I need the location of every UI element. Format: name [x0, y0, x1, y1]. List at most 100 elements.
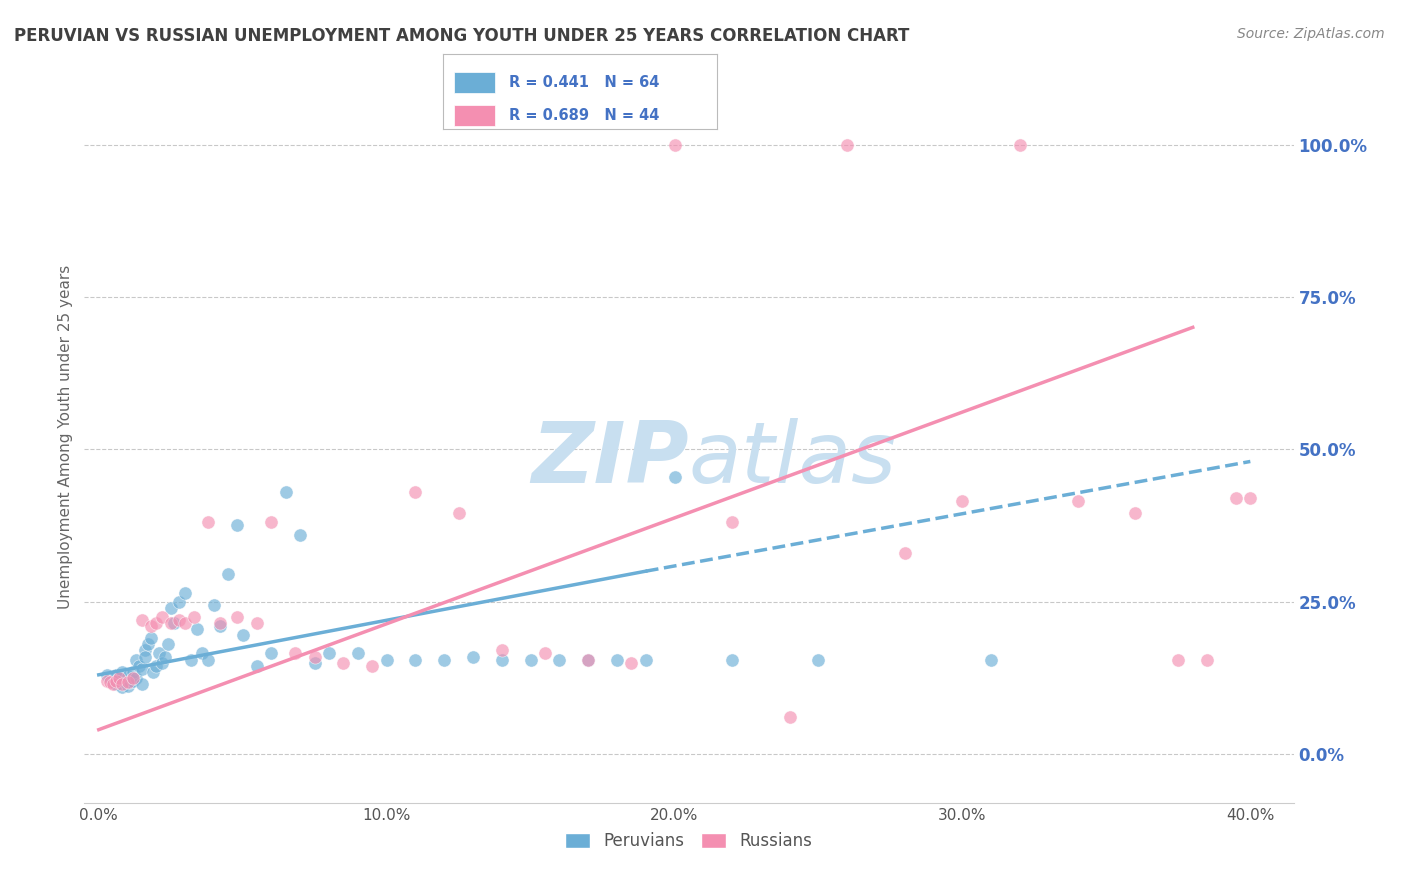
FancyBboxPatch shape	[454, 71, 495, 93]
Point	[114, 675, 136, 690]
Point	[98, 675, 121, 690]
Point	[807, 652, 830, 666]
Point	[260, 647, 283, 661]
Point	[142, 665, 165, 679]
Point	[136, 637, 159, 651]
Point	[1167, 652, 1189, 666]
Point	[232, 628, 254, 642]
Point	[217, 567, 239, 582]
Point	[246, 615, 269, 630]
Point	[404, 485, 426, 500]
Point	[153, 649, 176, 664]
Point	[122, 671, 145, 685]
Point	[117, 679, 139, 693]
Text: PERUVIAN VS RUSSIAN UNEMPLOYMENT AMONG YOUTH UNDER 25 YEARS CORRELATION CHART: PERUVIAN VS RUSSIAN UNEMPLOYMENT AMONG Y…	[14, 27, 910, 45]
Point	[105, 667, 128, 681]
Point	[290, 527, 312, 541]
Point	[150, 656, 173, 670]
Point	[1123, 506, 1146, 520]
Point	[197, 652, 219, 666]
Point	[186, 622, 208, 636]
Point	[117, 675, 139, 690]
Point	[101, 677, 124, 691]
Point	[120, 675, 142, 690]
Point	[208, 619, 231, 633]
Point	[1197, 652, 1219, 666]
Point	[169, 594, 191, 608]
Point	[162, 615, 184, 630]
Point	[180, 652, 202, 666]
Point	[105, 673, 128, 688]
Point	[1225, 491, 1247, 505]
Point	[122, 665, 145, 679]
Point	[1008, 137, 1031, 152]
Point	[111, 665, 134, 679]
Point	[208, 615, 231, 630]
Point	[779, 710, 801, 724]
Point	[519, 652, 541, 666]
Point	[191, 647, 214, 661]
Text: ZIP: ZIP	[531, 417, 689, 500]
Point	[128, 658, 150, 673]
Point	[156, 637, 179, 651]
Point	[197, 516, 219, 530]
Point	[139, 632, 162, 646]
Point	[246, 658, 269, 673]
Point	[1066, 494, 1088, 508]
Point	[226, 610, 249, 624]
Point	[534, 647, 557, 661]
Y-axis label: Unemployment Among Youth under 25 years: Unemployment Among Youth under 25 years	[58, 265, 73, 609]
Point	[134, 643, 156, 657]
Point	[96, 667, 118, 681]
Point	[101, 675, 124, 690]
Point	[606, 652, 628, 666]
Point	[332, 656, 354, 670]
Point	[150, 610, 173, 624]
Point	[404, 652, 426, 666]
Point	[721, 516, 744, 530]
Point	[159, 600, 181, 615]
Point	[131, 662, 153, 676]
Point	[202, 598, 225, 612]
Point	[347, 647, 370, 661]
Point	[980, 652, 1002, 666]
Point	[96, 673, 118, 688]
Point	[117, 669, 139, 683]
Point	[304, 649, 326, 664]
Point	[433, 652, 456, 666]
Point	[145, 615, 167, 630]
Point	[620, 656, 643, 670]
Point	[148, 647, 170, 661]
Point	[952, 494, 974, 508]
Point	[260, 516, 283, 530]
Point	[634, 652, 657, 666]
Point	[283, 647, 305, 661]
Point	[664, 137, 686, 152]
Point	[108, 671, 131, 685]
Point	[461, 649, 484, 664]
Point	[131, 613, 153, 627]
Legend: Peruvians, Russians: Peruvians, Russians	[558, 825, 820, 856]
Point	[174, 585, 197, 599]
Point	[125, 671, 148, 685]
Point	[174, 615, 197, 630]
Point	[111, 677, 134, 691]
FancyBboxPatch shape	[454, 105, 495, 127]
Point	[159, 615, 181, 630]
Point	[134, 649, 156, 664]
Point	[108, 671, 131, 685]
Text: R = 0.689   N = 44: R = 0.689 N = 44	[509, 108, 659, 123]
Point	[576, 652, 599, 666]
Point	[548, 652, 571, 666]
Point	[169, 613, 191, 627]
Text: atlas: atlas	[689, 417, 897, 500]
Point	[105, 677, 128, 691]
Point	[1239, 491, 1261, 505]
Text: R = 0.441   N = 64: R = 0.441 N = 64	[509, 75, 659, 90]
Point	[576, 652, 599, 666]
Text: Source: ZipAtlas.com: Source: ZipAtlas.com	[1237, 27, 1385, 41]
Point	[274, 485, 297, 500]
Point	[101, 673, 124, 687]
Point	[447, 506, 470, 520]
Point	[664, 469, 686, 483]
